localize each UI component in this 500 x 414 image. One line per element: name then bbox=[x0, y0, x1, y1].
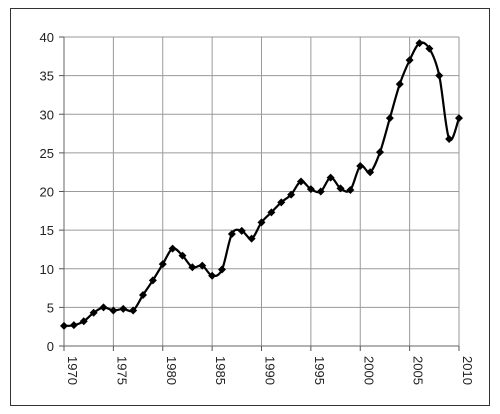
x-tick-label: 2000 bbox=[361, 356, 376, 385]
data-point bbox=[366, 168, 375, 177]
data-point bbox=[435, 71, 444, 80]
data-point bbox=[198, 261, 207, 270]
y-tick-label: 10 bbox=[40, 262, 54, 277]
line-chart: 0 5 10 15 20 25 30 35 40 1970 1975 1980 1985 1990 199… bbox=[40, 30, 475, 385]
data-point bbox=[316, 187, 325, 196]
y-tick-label: 20 bbox=[40, 185, 54, 200]
data-point bbox=[326, 173, 335, 182]
x-tick-label: 2010 bbox=[460, 356, 475, 385]
data-point bbox=[158, 260, 167, 269]
data-point bbox=[218, 265, 226, 274]
x-tick-label: 2005 bbox=[411, 356, 426, 385]
data-point bbox=[385, 114, 394, 123]
data-point bbox=[455, 114, 463, 123]
data-point bbox=[119, 304, 128, 313]
data-point bbox=[336, 184, 345, 193]
data-point bbox=[425, 44, 434, 53]
x-tick-label: 1990 bbox=[263, 356, 278, 385]
y-tick-label: 25 bbox=[40, 146, 54, 161]
data-point bbox=[148, 276, 157, 285]
chart-frame: 0 5 10 15 20 25 30 35 40 1970 1975 1980 1985 1990 199… bbox=[10, 8, 490, 406]
y-tick-labels: 0 5 10 15 20 25 30 35 40 bbox=[40, 30, 54, 354]
x-tick-label: 1970 bbox=[65, 356, 80, 385]
x-tick-labels: 1970 1975 1980 1985 1990 1995 2000 2005 2010 bbox=[65, 356, 475, 385]
data-point bbox=[60, 321, 68, 330]
data-point bbox=[168, 244, 177, 253]
data-point bbox=[297, 177, 305, 186]
data-point bbox=[69, 321, 78, 330]
y-tick-label: 30 bbox=[40, 107, 54, 122]
data-point bbox=[257, 218, 266, 227]
data-point bbox=[267, 208, 276, 217]
data-point bbox=[445, 134, 454, 143]
y-tick-label: 15 bbox=[40, 223, 54, 238]
x-tick-label: 1975 bbox=[114, 356, 129, 385]
data-point bbox=[208, 271, 217, 280]
data-point bbox=[247, 234, 256, 243]
data-point bbox=[277, 198, 286, 207]
data-point bbox=[415, 39, 424, 48]
data-point bbox=[395, 80, 404, 89]
y-tick-label: 40 bbox=[40, 30, 54, 45]
axes bbox=[59, 36, 460, 351]
data-point bbox=[227, 229, 236, 238]
data-point bbox=[89, 308, 98, 317]
x-tick-label: 1985 bbox=[213, 356, 228, 385]
data-point bbox=[405, 56, 414, 65]
data-point bbox=[178, 251, 187, 260]
data-point bbox=[287, 190, 296, 199]
data-point bbox=[306, 185, 315, 194]
x-tick-label: 1995 bbox=[312, 356, 327, 385]
data-point bbox=[129, 306, 138, 315]
data-point bbox=[376, 148, 384, 157]
y-tick-label: 0 bbox=[47, 339, 54, 354]
data-point bbox=[139, 291, 147, 300]
data-point bbox=[237, 226, 246, 235]
y-tick-label: 5 bbox=[47, 300, 54, 315]
x-tick-label: 1980 bbox=[164, 356, 179, 385]
y-tick-label: 35 bbox=[40, 69, 54, 84]
data-point bbox=[79, 317, 88, 326]
series bbox=[60, 39, 463, 330]
data-point bbox=[188, 263, 197, 272]
data-point bbox=[99, 303, 108, 312]
data-point bbox=[356, 162, 365, 171]
data-point bbox=[109, 306, 118, 315]
data-point bbox=[346, 185, 355, 194]
